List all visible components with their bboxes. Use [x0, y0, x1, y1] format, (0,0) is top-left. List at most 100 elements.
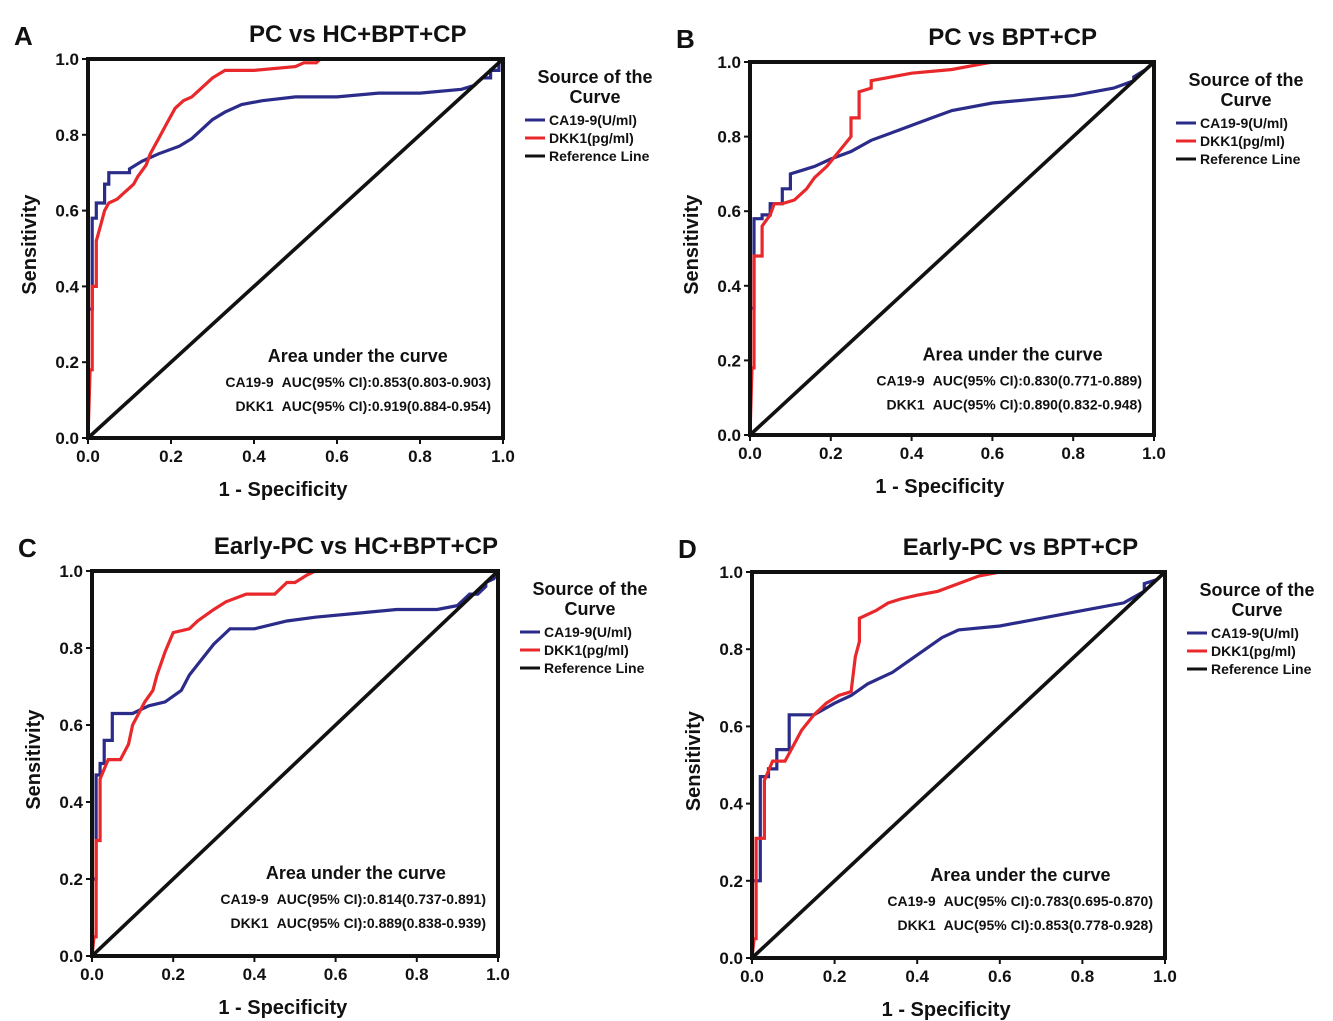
- y-tick-label: 0.0: [717, 426, 741, 445]
- auc-row-marker: DKK1: [236, 398, 274, 414]
- y-tick-label: 1.0: [55, 50, 79, 69]
- x-tick-label: 0.2: [819, 444, 843, 463]
- legend-title: Curve: [1231, 600, 1282, 620]
- auc-title: Area under the curve: [266, 863, 446, 883]
- y-axis-label: Sensitivity: [683, 710, 705, 811]
- panel-letter: A: [14, 21, 33, 51]
- y-tick-label: 0.6: [55, 202, 79, 221]
- y-tick-label: 0.4: [719, 795, 743, 814]
- y-axis-label: Sensitivity: [23, 709, 45, 810]
- x-axis-label: 1 - Specificity: [875, 476, 1005, 498]
- x-tick-label: 0.8: [405, 965, 429, 984]
- x-tick-label: 1.0: [491, 447, 515, 466]
- auc-row-text: AUC(95% CI):0.853(0.803-0.903): [282, 374, 491, 390]
- y-tick-label: 0.4: [59, 793, 83, 812]
- x-tick-label: 0.4: [243, 965, 267, 984]
- y-axis-label: Sensitivity: [19, 194, 41, 295]
- plot-frame: [90, 569, 500, 958]
- legend-title: Source of the: [537, 67, 652, 87]
- y-tick-label: 0.2: [55, 353, 79, 372]
- y-tick-label: 0.6: [717, 202, 741, 221]
- series-line-ca199: [90, 570, 500, 956]
- auc-row-marker: CA19-9: [876, 372, 924, 388]
- x-tick-label: 0.8: [1071, 967, 1095, 986]
- legend-entry: Reference Line: [1200, 151, 1301, 167]
- legend-entry: DKK1(pg/ml): [1211, 643, 1296, 659]
- auc-row-text: AUC(95% CI):0.890(0.832-0.948): [933, 396, 1142, 412]
- y-tick-label: 0.0: [55, 429, 79, 448]
- chart-title: Early-PC vs BPT+CP: [903, 534, 1138, 561]
- auc-row-text: AUC(95% CI):0.919(0.884-0.954): [282, 398, 491, 414]
- auc-row-marker: CA19-9: [887, 893, 935, 909]
- plot-frame: [750, 570, 1167, 960]
- x-tick-label: 1.0: [1142, 444, 1166, 463]
- y-tick-label: 0.8: [719, 640, 743, 659]
- x-tick-label: 1.0: [1153, 967, 1177, 986]
- auc-row-marker: DKK1: [231, 915, 269, 931]
- x-axis-label: 1 - Specificity: [218, 997, 348, 1019]
- x-tick-label: 0.2: [823, 967, 847, 986]
- series-line-reference: [90, 569, 500, 958]
- panel-letter: B: [676, 24, 695, 54]
- legend-entry: Reference Line: [1211, 661, 1312, 677]
- x-axis-label: 1 - Specificity: [219, 479, 349, 501]
- x-tick-label: 0.0: [738, 444, 762, 463]
- y-tick-label: 0.0: [719, 949, 743, 968]
- x-tick-label: 0.8: [408, 447, 432, 466]
- x-tick-label: 0.6: [981, 444, 1005, 463]
- plot-frame: [86, 57, 505, 440]
- y-tick-label: 0.4: [55, 277, 79, 296]
- auc-row-text: AUC(95% CI):0.814(0.737-0.891): [277, 891, 486, 907]
- y-tick-label: 1.0: [59, 562, 83, 581]
- legend-entry: DKK1(pg/ml): [549, 130, 634, 146]
- y-tick-label: 0.2: [59, 870, 83, 889]
- x-tick-label: 0.2: [159, 447, 183, 466]
- y-tick-label: 0.8: [55, 126, 79, 145]
- x-tick-label: 0.0: [76, 447, 100, 466]
- legend-title: Curve: [1220, 90, 1271, 110]
- auc-row-text: AUC(95% CI):0.889(0.838-0.939): [277, 915, 486, 931]
- auc-row-marker: DKK1: [898, 917, 936, 933]
- x-tick-label: 0.6: [988, 967, 1012, 986]
- series-line-reference: [86, 57, 505, 440]
- legend-title: Source of the: [532, 579, 647, 599]
- y-tick-label: 0.8: [59, 639, 83, 658]
- chart-title: PC vs HC+BPT+CP: [249, 21, 466, 48]
- x-tick-label: 0.4: [905, 967, 929, 986]
- x-tick-label: 0.0: [80, 965, 104, 984]
- legend-entry: DKK1(pg/ml): [544, 642, 629, 658]
- y-tick-label: 0.2: [719, 872, 743, 891]
- auc-row-text: AUC(95% CI):0.783(0.695-0.870): [944, 893, 1153, 909]
- auc-row-marker: CA19-9: [220, 891, 268, 907]
- y-tick-label: 0.8: [717, 128, 741, 147]
- auc-title: Area under the curve: [923, 344, 1103, 364]
- auc-title: Area under the curve: [268, 346, 448, 366]
- legend-entry: DKK1(pg/ml): [1200, 133, 1285, 149]
- chart-title: Early-PC vs HC+BPT+CP: [214, 533, 498, 560]
- chart-title: PC vs BPT+CP: [928, 24, 1097, 51]
- panel-letter: D: [678, 534, 697, 564]
- legend-title: Curve: [569, 87, 620, 107]
- auc-row-marker: DKK1: [887, 396, 925, 412]
- y-tick-label: 0.6: [719, 717, 743, 736]
- legend-entry: Reference Line: [549, 148, 650, 164]
- series-line-dkk1: [750, 570, 1001, 959]
- x-tick-label: 1.0: [486, 965, 510, 984]
- legend-entry: CA19-9(U/ml): [544, 624, 632, 640]
- x-tick-label: 0.8: [1061, 444, 1085, 463]
- x-tick-label: 0.4: [900, 444, 924, 463]
- chart-panel-b: B PC vs BPT+CP 1 - Specificity Sensitivity 0…: [676, 24, 1304, 498]
- chart-panel-a: A PC vs HC+BPT+CP 1 - Specificity Sensitivi…: [14, 21, 653, 501]
- auc-row-text: AUC(95% CI):0.853(0.778-0.928): [944, 917, 1153, 933]
- series-line-reference: [750, 570, 1167, 960]
- legend-entry: CA19-9(U/ml): [549, 112, 637, 128]
- auc-row-marker: CA19-9: [225, 374, 273, 390]
- legend-entry: Reference Line: [544, 660, 645, 676]
- y-tick-label: 0.2: [717, 351, 741, 370]
- y-axis-label: Sensitivity: [681, 194, 703, 295]
- x-tick-label: 0.4: [242, 447, 266, 466]
- x-axis-label: 1 - Specificity: [882, 999, 1012, 1021]
- y-tick-label: 0.4: [717, 277, 741, 296]
- legend-entry: CA19-9(U/ml): [1211, 625, 1299, 641]
